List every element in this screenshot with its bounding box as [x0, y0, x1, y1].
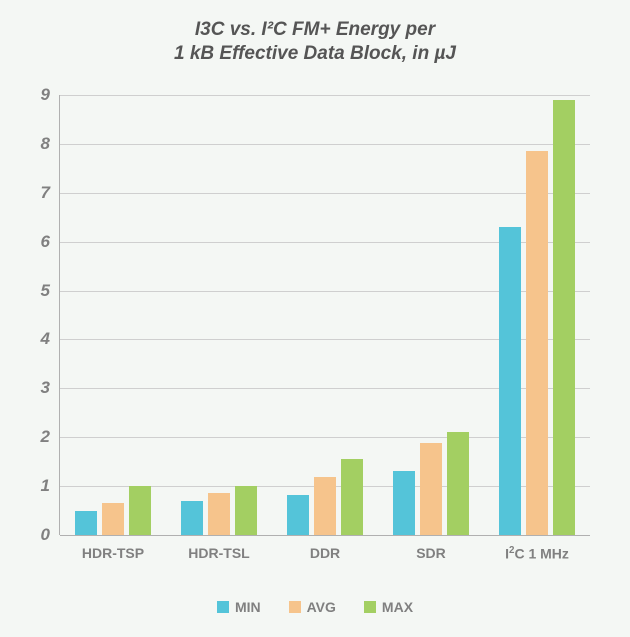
bar: [526, 151, 548, 535]
legend-label: AVG: [307, 599, 336, 615]
y-tick-label: 4: [10, 329, 60, 349]
category-label: HDR-TSP: [82, 535, 144, 561]
bar: [553, 100, 575, 535]
y-tick-label: 0: [10, 525, 60, 545]
legend-item: MIN: [217, 599, 261, 615]
bar: [208, 493, 230, 535]
bar: [181, 501, 203, 535]
legend-swatch: [289, 601, 301, 613]
category-label: HDR-TSL: [188, 535, 249, 561]
bar: [420, 443, 442, 535]
bar: [341, 459, 363, 535]
bar: [129, 486, 151, 535]
y-tick-label: 2: [10, 427, 60, 447]
legend: MIN AVG MAX: [0, 599, 630, 617]
y-tick-label: 5: [10, 281, 60, 301]
bar: [235, 486, 257, 535]
y-tick-label: 9: [10, 85, 60, 105]
bar: [447, 432, 469, 535]
y-axis-line: [59, 95, 60, 535]
y-tick-label: 6: [10, 232, 60, 252]
category-label: DDR: [310, 535, 340, 561]
bar: [393, 471, 415, 535]
energy-bar-chart: I3C vs. I²C FM+ Energy per 1 kB Effectiv…: [0, 0, 630, 637]
chart-title: I3C vs. I²C FM+ Energy per 1 kB Effectiv…: [0, 18, 630, 66]
y-tick-label: 3: [10, 378, 60, 398]
legend-item: AVG: [289, 599, 336, 615]
chart-title-line1: I3C vs. I²C FM+ Energy per: [195, 19, 435, 40]
chart-title-line2: 1 kB Effective Data Block, in µJ: [174, 43, 456, 64]
plot-area: 0123456789HDR-TSPHDR-TSLDDRSDRI2C 1 MHz: [60, 95, 590, 535]
y-tick-label: 7: [10, 183, 60, 203]
legend-swatch: [364, 601, 376, 613]
legend-label: MAX: [382, 599, 413, 615]
y-tick-label: 1: [10, 476, 60, 496]
bars-layer: [60, 95, 590, 535]
legend-swatch: [217, 601, 229, 613]
legend-label: MIN: [235, 599, 261, 615]
bar: [287, 495, 309, 535]
bar: [314, 477, 336, 535]
bar: [102, 503, 124, 535]
category-label: I2C 1 MHz: [505, 535, 569, 562]
y-tick-label: 8: [10, 134, 60, 154]
bar: [75, 511, 97, 535]
bar: [499, 227, 521, 535]
category-label: SDR: [416, 535, 446, 561]
legend-item: MAX: [364, 599, 413, 615]
